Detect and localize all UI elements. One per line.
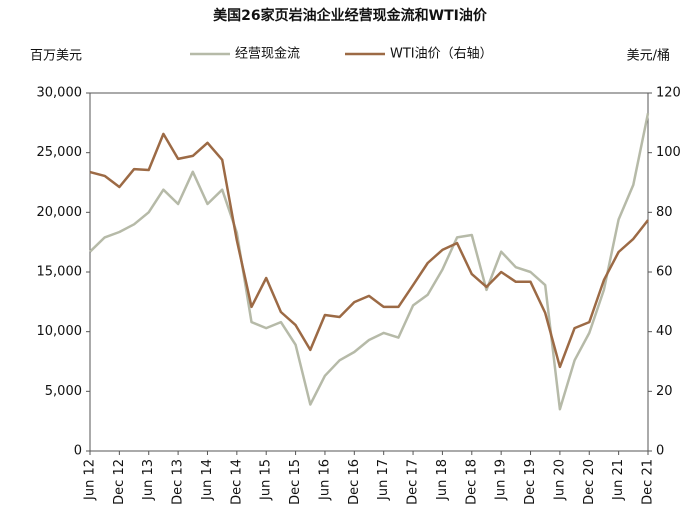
y2-tick-label: 60 — [656, 265, 673, 280]
chart-title: 美国26家页岩油企业经营现金流和WTI油价 — [213, 7, 488, 24]
series-line — [89, 113, 650, 411]
y2-axis-title: 美元/桶 — [627, 49, 670, 64]
x-tick-label: Jun 16 — [317, 459, 332, 501]
x-tick-label: Dec 21 — [641, 459, 656, 505]
y-tick-label: 0 — [74, 444, 82, 459]
x-tick-label: Dec 15 — [288, 459, 303, 505]
series-line — [89, 132, 649, 369]
y2-tick-label: 80 — [656, 205, 673, 220]
y-tick-label: 15,000 — [37, 265, 83, 280]
x-tick-label: Jun 12 — [83, 459, 98, 501]
y2-tick-label: 40 — [656, 324, 673, 339]
y2-tick-label: 100 — [656, 145, 681, 160]
x-tick-label: Jun 17 — [376, 459, 391, 501]
x-tick-label: Dec 17 — [406, 459, 421, 505]
x-tick-label: Jun 13 — [141, 459, 156, 501]
y-tick-label: 20,000 — [37, 205, 83, 220]
x-tick-label: Jun 15 — [259, 459, 274, 501]
y2-tick-label: 120 — [656, 86, 681, 101]
x-tick-label: Dec 14 — [229, 459, 244, 505]
y-tick-label: 5,000 — [45, 384, 82, 399]
legend-label: 经营现金流 — [235, 46, 300, 62]
y2-tick-label: 0 — [656, 444, 664, 459]
y-tick-label: 10,000 — [37, 324, 83, 339]
x-tick-label: Dec 19 — [523, 459, 538, 505]
x-tick-label: Jun 20 — [552, 459, 567, 501]
y2-tick-label: 20 — [656, 384, 673, 399]
x-tick-label: Jun 21 — [611, 459, 626, 501]
legend-label: WTI油价（右轴） — [390, 47, 493, 62]
x-tick-label: Dec 16 — [347, 459, 362, 505]
x-tick-label: Dec 20 — [582, 459, 597, 505]
x-tick-label: Jun 19 — [494, 459, 509, 501]
x-tick-label: Dec 13 — [171, 459, 186, 505]
y-axis-title: 百万美元 — [30, 49, 82, 64]
x-tick-label: Jun 18 — [435, 459, 450, 501]
x-tick-label: Dec 18 — [464, 459, 479, 505]
x-tick-label: Dec 12 — [112, 459, 127, 505]
y-tick-label: 25,000 — [37, 145, 83, 160]
y-tick-label: 30,000 — [37, 86, 83, 101]
x-tick-label: Jun 14 — [200, 459, 215, 501]
